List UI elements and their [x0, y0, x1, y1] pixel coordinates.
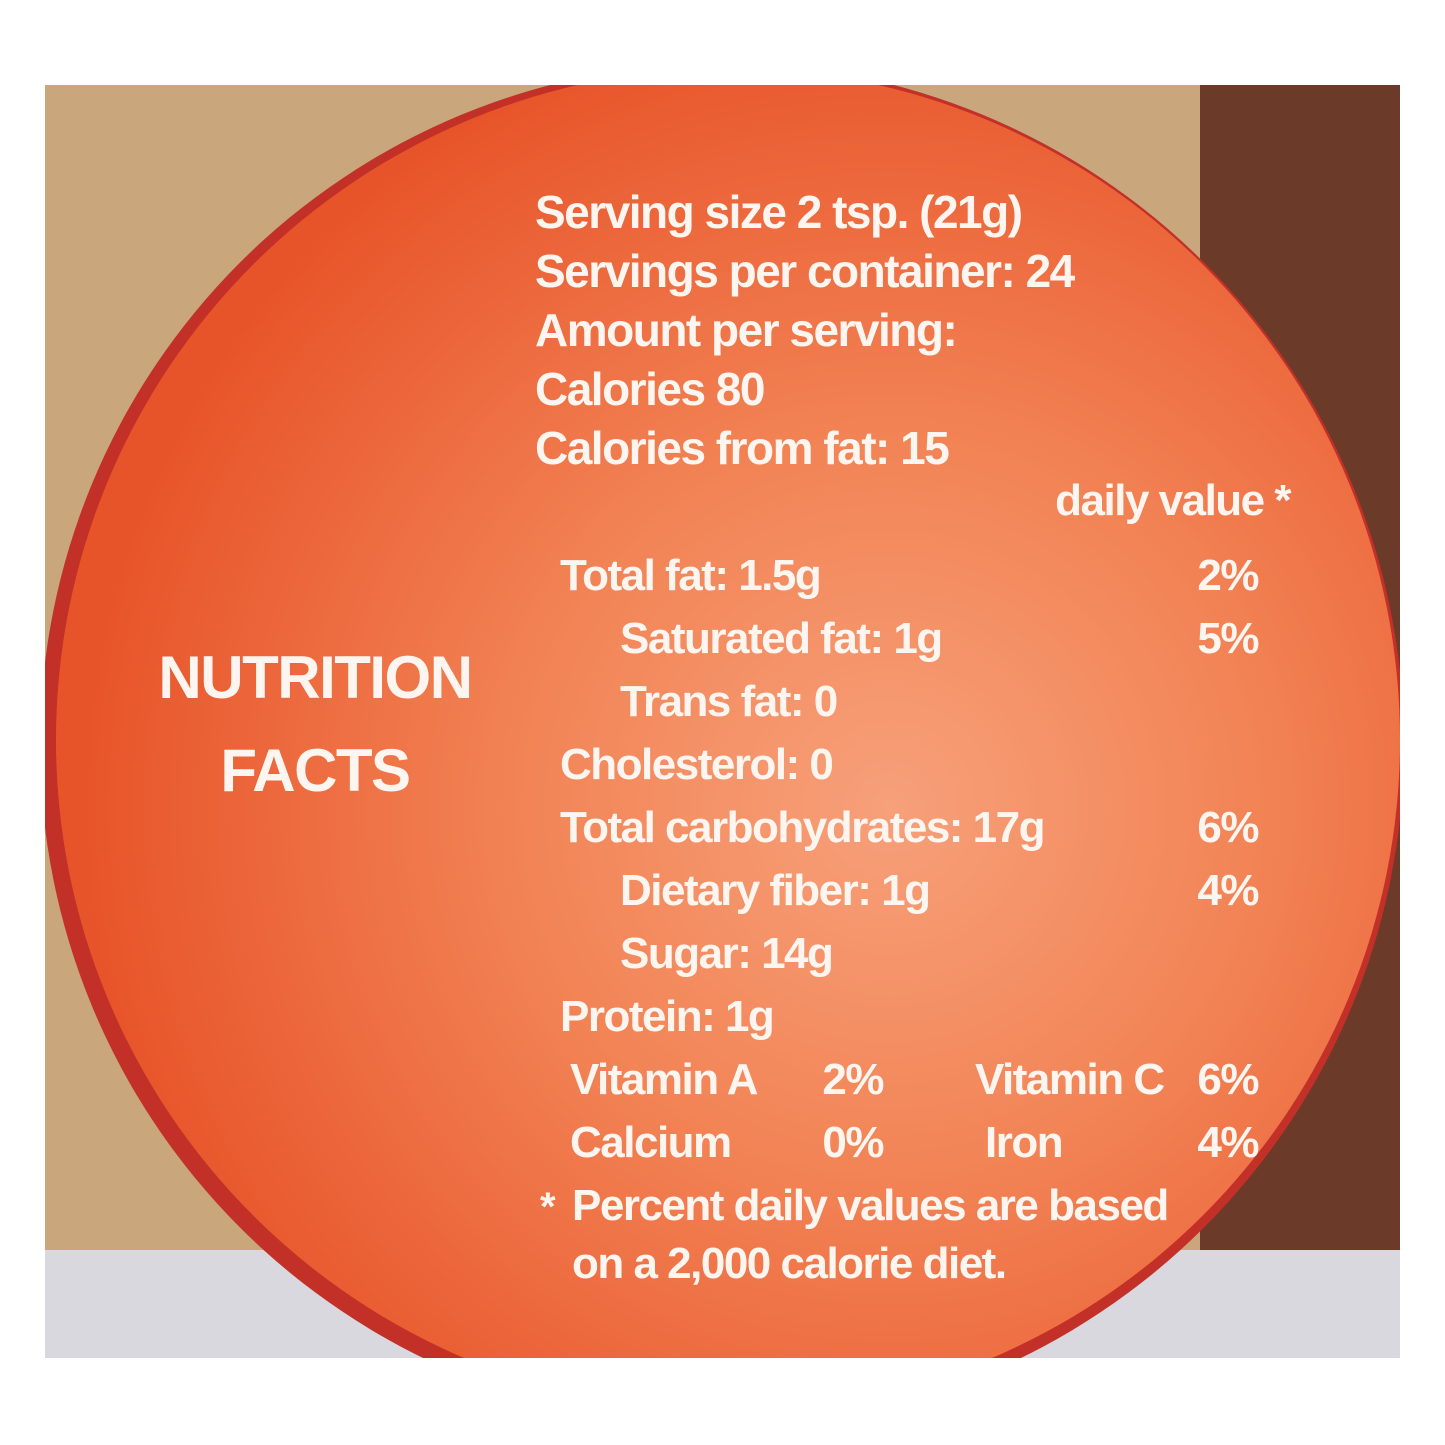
vitamin-name: Vitamin C: [975, 1055, 1164, 1104]
vitamin-name: Vitamin A: [570, 1055, 758, 1104]
vitamin-percent: 0%: [822, 1118, 883, 1167]
label-text: NUTRITION FACTS Serving size 2 tsp. (21g) S…: [158, 186, 1293, 1288]
daily-value-heading: daily value *: [1055, 476, 1292, 525]
header-line: Calories 80: [535, 363, 764, 415]
title-line: FACTS: [220, 737, 409, 804]
lid: [56, 85, 1400, 1358]
footnote-line: on a 2,000 calorie diet.: [572, 1239, 1006, 1288]
header-line: Servings per container: 24: [535, 245, 1076, 297]
nutrient-label: Sugar: 14g: [620, 929, 832, 978]
nutrient-percent: 6%: [1197, 803, 1258, 852]
vitamin-percent: 6%: [1197, 1055, 1258, 1104]
header-line: Amount per serving:: [535, 304, 956, 356]
vitamin-percent: 2%: [822, 1055, 883, 1104]
vitamin-name: Calcium: [570, 1118, 731, 1167]
nutrient-percent: 2%: [1197, 551, 1258, 600]
footnote-mark: *: [540, 1185, 556, 1229]
nutrient-label: Cholesterol: 0: [560, 740, 832, 789]
header-line: Serving size 2 tsp. (21g): [535, 186, 1022, 238]
photo-frame: [45, 85, 1400, 1358]
header-line: Calories from fat: 15: [535, 422, 949, 474]
nutrient-label: Total carbohydrates: 17g: [560, 803, 1044, 852]
nutrient-label: Saturated fat: 1g: [620, 614, 942, 663]
vitamin-percent: 4%: [1197, 1118, 1258, 1167]
title-line: NUTRITION: [158, 644, 471, 711]
nutrient-percent: 5%: [1197, 614, 1258, 663]
nutrient-label: Total fat: 1.5g: [560, 551, 820, 600]
nutrient-label: Dietary fiber: 1g: [620, 866, 929, 915]
nutrient-percent: 4%: [1197, 866, 1258, 915]
nutrient-label: Protein: 1g: [560, 992, 773, 1041]
vitamin-name: Iron: [985, 1118, 1062, 1167]
nutrient-label: Trans fat: 0: [620, 677, 837, 726]
footnote-line: Percent daily values are based: [572, 1181, 1168, 1230]
